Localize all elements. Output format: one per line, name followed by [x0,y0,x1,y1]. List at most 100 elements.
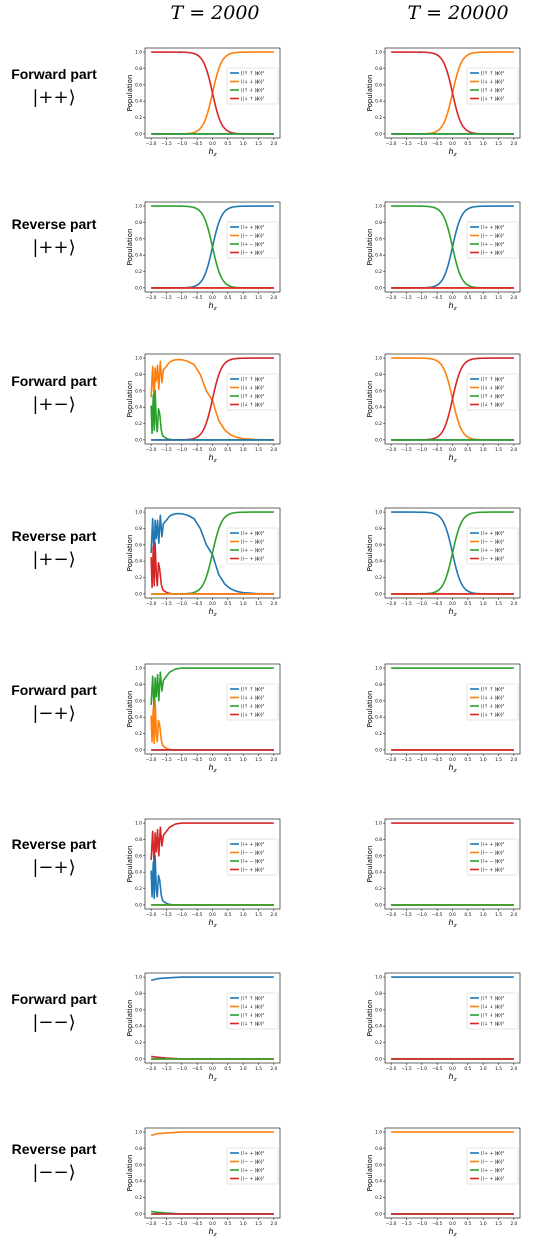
y-axis-label: Population [126,229,134,266]
x-axis-label-subscript: z [213,923,217,929]
series-line-red [150,542,274,595]
x-tick-label: −0.5 [432,601,443,607]
y-tick-label: 0.0 [135,131,142,137]
series-line-green [150,390,274,441]
x-axis-label: hz [449,453,457,464]
y-tick-label: 0.6 [375,82,382,88]
x-tick-label: 0.0 [449,295,456,301]
x-axis-label-subscript: z [453,923,457,929]
y-tick-label: 0.2 [375,269,382,275]
y-tick-label: 0.4 [135,405,142,411]
x-tick-label: 1.5 [495,601,502,607]
x-axis-label: hz [449,607,457,618]
x-tick-label: 1.0 [240,295,247,301]
x-tick-label: 0.5 [224,1221,231,1227]
y-tick-label: 0.0 [135,1056,142,1062]
y-tick-label: 0.4 [135,1024,142,1030]
x-tick-label: 0.5 [224,141,231,147]
x-tick-label: −1.5 [401,447,412,453]
x-tick-label: −2.0 [146,1066,157,1072]
y-tick-label: 0.2 [135,269,142,275]
y-tick-label: 1.0 [375,50,382,56]
x-tick-label: 1.5 [495,141,502,147]
y-tick-label: 0.6 [135,1007,142,1013]
legend-entry: |⟨↑ ↑ |ϕ⟩|² [241,687,264,693]
chart-svg: −2.0 −1.5 −1.0 −0.5 0.0 0.5 1.0 1.5 2.0 0.0 0.2 0.4… [126,201,281,312]
legend-entry: |⟨− − |ϕ⟩|² [241,1159,264,1165]
x-axis-label-subscript: z [213,458,217,464]
legend-box [466,221,519,259]
x-tick-label: 1.5 [255,757,262,763]
x-tick-label: 0.0 [209,141,216,147]
legend-entry: |⟨+ + |ϕ⟩|² [481,531,504,537]
x-axis-label-subscript: z [453,152,457,158]
row-label-4: Forward part |−+⟩ [0,682,108,724]
chart-svg: −2.0 −1.5 −1.0 −0.5 0.0 0.5 1.0 1.5 2.0 0.0 0.2 0.4… [126,818,281,929]
row-title: Reverse part [11,528,97,544]
x-tick-label: −1.5 [401,601,412,607]
y-tick-label: 0.4 [375,405,382,411]
x-tick-label: −0.5 [192,141,203,147]
x-tick-label: 1.5 [255,912,262,918]
chart-svg: −2.0 −1.5 −1.0 −0.5 0.0 0.5 1.0 1.5 2.0 0.0 0.2 0.4… [366,972,521,1083]
x-tick-label: 0.5 [224,757,231,763]
y-tick-label: 0.6 [135,542,142,548]
row-title: Forward part [11,682,97,698]
x-tick-label: −1.0 [177,1066,188,1072]
x-tick-label: −1.0 [177,1221,188,1227]
x-tick-label: 1.0 [240,601,247,607]
x-axis-label-subscript: z [213,612,217,618]
chart-panel-r1-c1: −2.0 −1.5 −1.0 −0.5 0.0 0.5 1.0 1.5 2.0 0.0 0.2 0.4… [365,194,525,324]
y-tick-label: 0.0 [375,285,382,291]
legend-entry: |⟨↑ ↓ |ϕ⟩|² [241,394,264,400]
legend-box [226,992,279,1030]
x-tick-label: 0.0 [449,447,456,453]
legend-entry: |⟨− − |ϕ⟩|² [481,1159,504,1165]
x-tick-label: −0.5 [432,912,443,918]
y-tick-label: 1.0 [135,204,142,210]
legend-entry: |⟨− + |ϕ⟩|² [241,867,264,873]
x-tick-label: 2.0 [270,912,277,918]
y-tick-label: 0.8 [135,682,142,688]
legend-entry: |⟨+ + |ϕ⟩|² [241,225,264,231]
legend-box [466,1147,519,1185]
x-tick-label: 1.5 [255,141,262,147]
y-tick-label: 0.0 [375,902,382,908]
legend-entry: |⟨− + |ϕ⟩|² [241,556,264,562]
y-tick-label: 0.6 [375,853,382,859]
row-ket: |−+⟩ [32,703,76,724]
y-tick-label: 0.6 [135,1162,142,1168]
y-tick-label: 1.0 [375,1130,382,1136]
x-tick-label: 1.5 [495,1066,502,1072]
x-tick-label: 2.0 [270,601,277,607]
x-tick-label: 1.5 [495,912,502,918]
x-tick-label: 1.0 [480,1221,487,1227]
legend-entry: |⟨↓ ↑ |ϕ⟩|² [481,402,504,408]
legend-entry: |⟨− + |ϕ⟩|² [241,250,264,256]
x-tick-label: 2.0 [510,912,517,918]
x-axis-label-subscript: z [213,152,217,158]
y-tick-label: 1.0 [375,204,382,210]
legend-entry: |⟨↓ ↑ |ϕ⟩|² [481,712,504,718]
y-tick-label: 0.6 [135,698,142,704]
x-tick-label: 2.0 [270,447,277,453]
legend-entry: |⟨+ − |ϕ⟩|² [481,859,504,865]
legend-entry: |⟨↓ ↑ |ϕ⟩|² [241,402,264,408]
y-axis-label: Population [366,1000,374,1037]
x-tick-label: 0.0 [449,912,456,918]
y-tick-label: 0.2 [375,731,382,737]
x-tick-label: −1.0 [177,141,188,147]
legend-entry: |⟨↑ ↑ |ϕ⟩|² [241,996,264,1002]
x-tick-label: 1.5 [255,1221,262,1227]
y-tick-label: 0.4 [375,559,382,565]
y-axis-label: Population [366,75,374,112]
y-tick-label: 0.0 [375,131,382,137]
x-tick-label: 0.5 [464,1221,471,1227]
x-tick-label: 0.5 [464,757,471,763]
y-tick-label: 1.0 [135,510,142,516]
chart-svg: −2.0 −1.5 −1.0 −0.5 0.0 0.5 1.0 1.5 2.0 0.0 0.2 0.4… [366,663,521,774]
x-tick-label: 0.0 [209,757,216,763]
x-tick-label: 1.0 [480,757,487,763]
x-tick-label: −1.5 [161,141,172,147]
y-tick-label: 0.4 [375,99,382,105]
